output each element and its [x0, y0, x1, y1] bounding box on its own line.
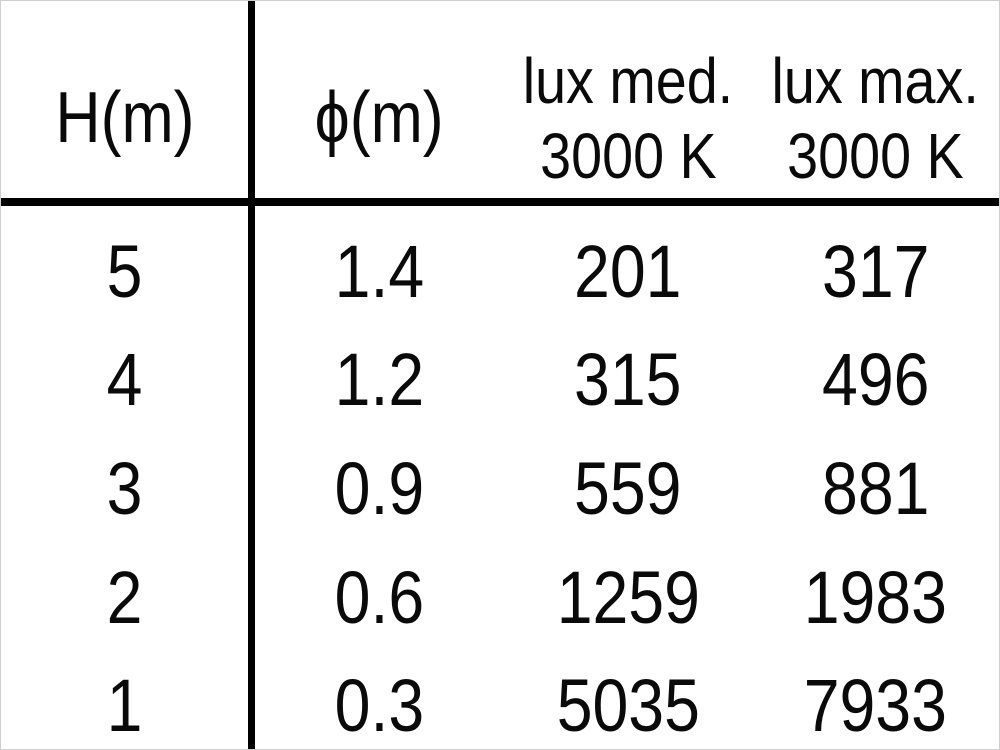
- cell-value: 5035: [556, 664, 700, 748]
- cell-value: 0.6: [334, 555, 425, 639]
- column-header-label: H(m): [54, 77, 195, 158]
- cell-value: 2: [106, 555, 143, 639]
- cell-value: 4: [106, 338, 143, 422]
- column-header-lux-max: lux max. 3000 K: [752, 1, 999, 198]
- table-cell-diameter-row1: 1.4: [255, 206, 504, 315]
- cell-value: 881: [821, 446, 930, 530]
- cell-value: 0.3: [334, 664, 425, 748]
- column-header-label: ϕ(m): [314, 77, 444, 158]
- table-cell-diameter-row4: 0.6: [255, 532, 504, 641]
- column-header-diameter: ϕ(m): [255, 1, 504, 198]
- table-cell-height-row2: 4: [1, 315, 248, 424]
- header-divider-line: [1, 198, 999, 206]
- table-cell-diameter-row3: 0.9: [255, 423, 504, 532]
- cell-value: 3: [106, 446, 143, 530]
- cell-value: 496: [821, 338, 930, 422]
- cell-value: 5: [106, 229, 143, 313]
- table-cell-height-row3: 3: [1, 423, 248, 532]
- table-cell-lux_med-row1: 201: [504, 206, 752, 315]
- table-cell-lux_max-row3: 881: [752, 423, 999, 532]
- table-cell-lux_max-row1: 317: [752, 206, 999, 315]
- cell-value: 0.9: [334, 446, 425, 530]
- table-cell-lux_med-row4: 1259: [504, 532, 752, 641]
- table-cell-height-row5: 1: [1, 640, 248, 749]
- cell-value: 317: [821, 229, 930, 313]
- cell-value: 1259: [556, 555, 700, 639]
- cell-value: 1983: [803, 555, 948, 639]
- table-cell-diameter-row2: 1.2: [255, 315, 504, 424]
- table-cell-lux_max-row2: 496: [752, 315, 999, 424]
- column-header-label-line2: 3000 K: [539, 119, 717, 192]
- table-cell-lux_med-row5: 5035: [504, 640, 752, 749]
- table-cell-lux_max-row5: 7933: [752, 640, 999, 749]
- table-cell-lux_med-row2: 315: [504, 315, 752, 424]
- column-header-label-line1: lux max.: [771, 44, 980, 117]
- column-header-lux-med: lux med. 3000 K: [504, 1, 752, 198]
- column-header-label-line1: lux med.: [522, 44, 734, 117]
- cell-value: 1.4: [334, 229, 425, 313]
- column-header-label-line2: 3000 K: [787, 119, 964, 192]
- cell-value: 1: [106, 664, 143, 748]
- table-cell-height-row1: 5: [1, 206, 248, 315]
- column-divider-line: [248, 1, 255, 749]
- table-cell-lux_med-row3: 559: [504, 423, 752, 532]
- cell-value: 7933: [803, 664, 948, 748]
- column-header-height: H(m): [1, 1, 248, 198]
- table-cell-lux_max-row4: 1983: [752, 532, 999, 641]
- table-cell-diameter-row5: 0.3: [255, 640, 504, 749]
- cell-value: 201: [574, 229, 682, 313]
- cell-value: 559: [574, 446, 682, 530]
- cell-value: 315: [574, 338, 682, 422]
- cell-value: 1.2: [334, 338, 425, 422]
- table-cell-height-row4: 2: [1, 532, 248, 641]
